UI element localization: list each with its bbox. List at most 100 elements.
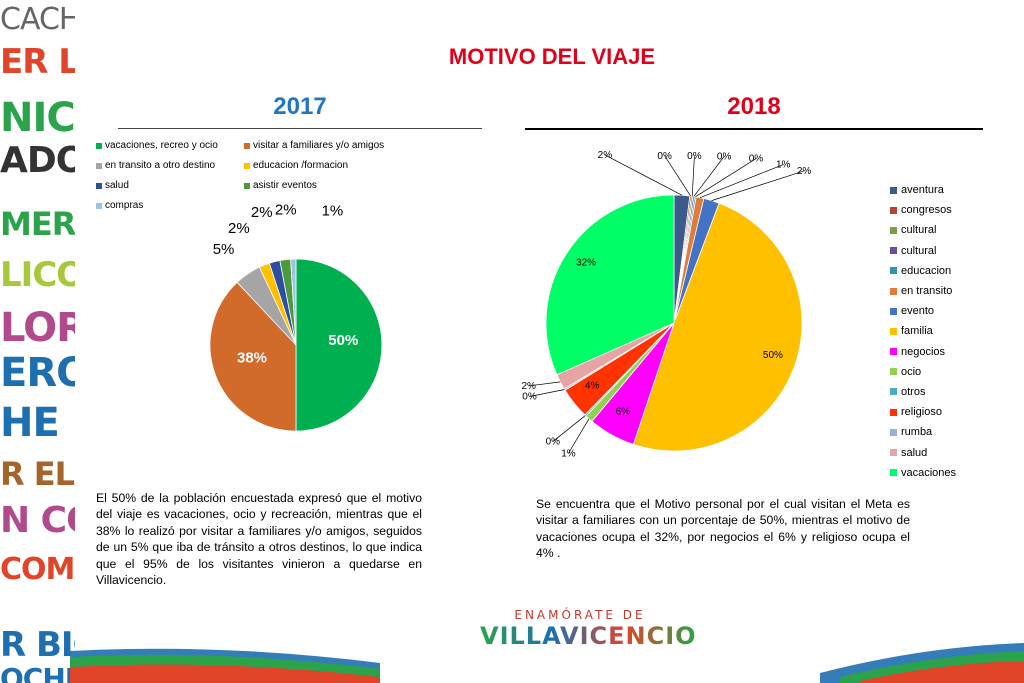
legend-item-2017-vacaciones-recreo-y-ocio: vacaciones, recreo y ocio: [96, 140, 218, 151]
side-word: MER EL F: [0, 205, 75, 243]
legend-item-2018-negocios: negocios: [890, 342, 956, 362]
data-label-2018-salud: 2%: [521, 381, 536, 392]
legend-2018: aventura congresos cultural cultural educaci…: [890, 180, 956, 483]
side-word: HE: [0, 400, 60, 446]
legend-label: evento: [901, 305, 935, 318]
legend-item-2018-evento: evento: [890, 301, 956, 321]
pie-slice-2018-vacaciones: [545, 194, 675, 376]
data-label-2018-en-transito: 1%: [776, 160, 791, 171]
legend-label: salud: [105, 180, 129, 191]
side-word: ADORE: [0, 140, 75, 181]
legend-item-2017-compras: compras: [96, 200, 143, 211]
decorative-waves: [70, 643, 1024, 683]
legend-item-2018-educacion: educacion: [890, 261, 956, 281]
divider-2018: [525, 128, 983, 130]
legend-label: en transito: [901, 285, 953, 298]
legend-swatch: [890, 348, 897, 356]
legend-swatch: [96, 202, 102, 209]
legend-label: ocio: [901, 365, 922, 378]
data-label-2018-evento: 2%: [797, 166, 812, 177]
data-label-2017-en-transito-a-otro-destino: 5%: [213, 241, 235, 258]
legend-item-2018-otros: otros: [890, 382, 956, 402]
data-label-2018-ocio: 1%: [561, 448, 576, 459]
legend-swatch: [96, 162, 102, 169]
legend-label: en transito a otro destino: [105, 160, 216, 171]
side-word: CACHA: [0, 2, 75, 37]
legend-swatch: [890, 267, 897, 275]
legend-item-2018-congresos: congresos: [890, 200, 956, 220]
legend-label: vacaciones: [901, 466, 957, 479]
data-label-2018-vacaciones: 32%: [576, 258, 596, 269]
data-label-2018-congresos: 0%: [657, 151, 672, 162]
legend-swatch: [96, 182, 102, 189]
data-label-2017-educacion-formacion: 2%: [228, 220, 250, 237]
data-label-2018-aventura: 2%: [598, 150, 613, 161]
legend-swatch: [96, 142, 102, 149]
legend-item-2018-aventura: aventura: [890, 180, 956, 200]
data-label-2018-cultural: 0%: [687, 151, 702, 162]
leader-line: [711, 170, 805, 201]
side-word: LICON: [0, 255, 75, 295]
legend-label: salud: [901, 446, 928, 459]
leader-line: [529, 389, 565, 397]
leader-line: [695, 158, 757, 198]
leader-line: [699, 164, 784, 199]
legend-item-2017-salud: salud: [96, 180, 129, 191]
data-label-2018-negocios: 6%: [616, 407, 631, 418]
legend-swatch: [890, 327, 897, 335]
legend-swatch: [890, 186, 897, 194]
pie-slice-2017-vacaciones-recreo-y-ocio: [295, 258, 383, 432]
legend-label: rumba: [901, 426, 933, 439]
legend-swatch: [890, 307, 897, 315]
legend-swatch: [890, 408, 897, 416]
data-label-2018-otros: 0%: [546, 437, 561, 448]
pie-slice-2018-familia: [632, 202, 803, 452]
legend-swatch: [244, 142, 250, 149]
data-label-2017-vacaciones-recreo-y-ocio: 50%: [328, 332, 358, 349]
legend-item-2018-cultural: cultural: [890, 241, 956, 261]
data-label-2018-religioso: 4%: [585, 381, 600, 392]
legend-swatch: [890, 368, 897, 376]
legend-item-2017-asistir-eventos: asistir eventos: [244, 180, 317, 191]
leader-line: [691, 156, 695, 197]
description-2017: El 50% de la población encuestada expres…: [96, 491, 422, 588]
legend-swatch: [890, 247, 897, 255]
legend-label: educacion: [901, 264, 952, 277]
legend-item-2018-ocio: ocio: [890, 362, 956, 382]
page-title: MOTIVO DEL VIAJE: [448, 44, 656, 69]
side-word: R BICIC: [0, 625, 75, 665]
legend-swatch: [890, 428, 897, 436]
legend-item-2018-familia: familia: [890, 321, 956, 341]
side-word: LOR: [0, 305, 75, 351]
legend-label: asistir eventos: [253, 180, 317, 191]
description-2018: Se encuentra que el Motivo personal por …: [536, 497, 910, 561]
legend-label: otros: [901, 385, 926, 398]
pie-slice-2017-compras: [290, 258, 297, 346]
legend-swatch: [890, 449, 897, 457]
data-label-2017-visitar-a-familiares-y-o-amigos: 38%: [237, 349, 267, 366]
leader-line: [528, 381, 561, 387]
legend-label: educacion /formacion: [253, 160, 349, 171]
data-label-2018-educacion: 0%: [749, 154, 764, 165]
side-word: NIC: [0, 95, 75, 141]
legend-item-2017-en-transito-a-otro-destino: en transito a otro destino: [96, 160, 215, 171]
data-label-2017-salud: 2%: [251, 204, 273, 221]
data-label-2017-asistir-eventos: 2%: [275, 201, 297, 218]
chart-2018-title: 2018: [727, 93, 781, 120]
legend-item-2018-cultural: cultural: [890, 220, 956, 240]
legend-item-2018-rumba: rumba: [890, 422, 956, 442]
side-word: ERO: [0, 350, 75, 396]
legend-item-2018-vacaciones: vacaciones: [890, 463, 956, 483]
side-word: N CON: [0, 500, 75, 541]
side-word: OCHE: [0, 662, 75, 683]
legend-swatch: [890, 388, 897, 396]
legend-label: familia: [901, 325, 933, 338]
legend-swatch: [890, 469, 897, 477]
chart-2017-title: 2017: [273, 93, 327, 120]
legend-swatch: [244, 182, 250, 189]
legend-item-2017-visitar-a-familiares-y-o-amigos: visitar a familiares y/o amigos: [244, 140, 384, 151]
pie-slice-2017-visitar-a-familiares-y-o-amigos: [209, 281, 297, 432]
legend-item-2018-en-transito: en transito: [890, 281, 956, 301]
legend-swatch: [890, 226, 897, 234]
